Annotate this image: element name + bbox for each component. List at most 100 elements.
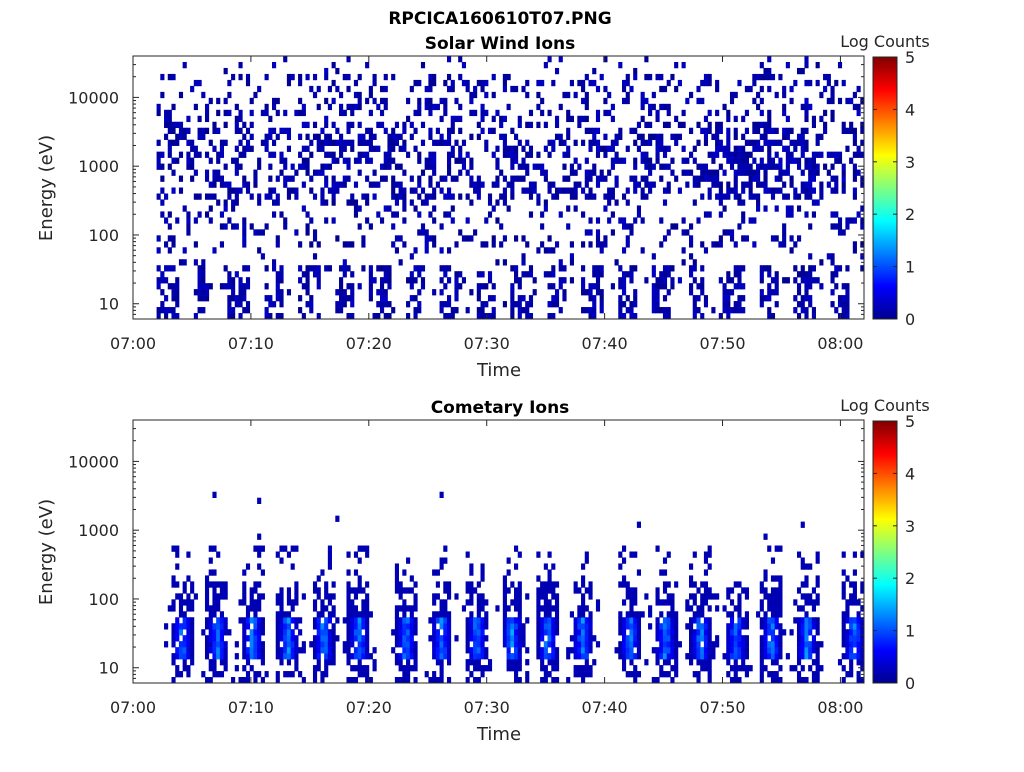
heatmap-cell (502, 605, 507, 612)
heatmap-cell (778, 73, 783, 81)
heatmap-cell (446, 659, 452, 666)
heatmap-cell (320, 163, 325, 170)
heatmap-cell (439, 247, 444, 254)
heatmap-cell (584, 157, 589, 164)
heatmap-cell (164, 313, 169, 320)
heatmap-cell (670, 73, 675, 81)
heatmap-cell (402, 641, 407, 648)
heatmap-cell (398, 617, 403, 624)
heatmap-cell (547, 635, 552, 642)
heatmap-cell (346, 103, 351, 111)
heatmap-cell (249, 593, 254, 600)
heatmap-cell (625, 199, 630, 206)
heatmap-cell (257, 533, 262, 540)
heatmap-cell (729, 647, 735, 654)
heatmap-cell (819, 283, 824, 290)
heatmap-cell (856, 169, 861, 176)
heatmap-cell (566, 151, 571, 158)
heatmap-cell (465, 629, 470, 636)
heatmap-cell (417, 229, 422, 236)
heatmap-cell (625, 145, 630, 152)
heatmap-cell (320, 139, 325, 146)
heatmap-cell (171, 575, 176, 582)
heatmap-cell (156, 103, 161, 111)
heatmap-cell (618, 647, 623, 654)
heatmap-cell (767, 593, 772, 600)
heatmap-cell (324, 151, 329, 158)
heatmap-cell (662, 635, 668, 642)
heatmap-cell (398, 641, 403, 648)
heatmap-cell (487, 271, 493, 278)
heatmap-cell (178, 133, 184, 140)
heatmap-cell (770, 593, 776, 600)
y-tick-label: 1000 (78, 157, 119, 176)
heatmap-cell (409, 283, 414, 290)
heatmap-cell (480, 623, 485, 630)
heatmap-cell (841, 187, 846, 194)
heatmap-cell (465, 551, 470, 558)
heatmap-cell (350, 241, 355, 248)
heatmap-cell (662, 653, 668, 660)
heatmap-cell (796, 139, 802, 146)
heatmap-cell (316, 313, 321, 320)
heatmap-cell (420, 187, 426, 194)
heatmap-cell (309, 151, 314, 158)
heatmap-cell (223, 283, 228, 290)
heatmap-cell (443, 629, 448, 636)
heatmap-cell (212, 569, 217, 576)
heatmap-cell (406, 605, 411, 612)
heatmap-cell (275, 109, 280, 117)
heatmap-cell (700, 169, 705, 176)
heatmap-cell (346, 647, 351, 654)
heatmap-cell (175, 563, 180, 570)
heatmap-cell (301, 647, 306, 654)
heatmap-cell (514, 151, 519, 158)
heatmap-cell (186, 223, 191, 230)
heatmap-cell (275, 199, 280, 206)
heatmap-cell (525, 313, 530, 320)
heatmap-cell (324, 605, 329, 612)
heatmap-cell (376, 211, 381, 218)
heatmap-cell (480, 85, 485, 93)
heatmap-cell (770, 611, 776, 618)
heatmap-cell (491, 115, 496, 123)
heatmap-cell (279, 151, 284, 158)
heatmap-cell (517, 605, 522, 612)
heatmap-cell (804, 617, 809, 624)
heatmap-cell (223, 617, 228, 624)
heatmap-cell (324, 199, 329, 206)
heatmap-cell (335, 617, 340, 624)
heatmap-cell (774, 163, 779, 170)
heatmap-cell (164, 241, 169, 248)
heatmap-cell (260, 569, 265, 576)
heatmap-cell (461, 79, 467, 87)
heatmap-cell (547, 575, 552, 582)
heatmap-cell (204, 109, 210, 117)
heatmap-cell (651, 295, 656, 302)
heatmap-cell (696, 641, 701, 648)
heatmap-cell (703, 581, 709, 588)
heatmap-cell (767, 67, 772, 75)
heatmap-cell (379, 277, 385, 284)
heatmap-cell (387, 133, 392, 140)
heatmap-cell (324, 217, 329, 224)
heatmap-cell (741, 587, 746, 594)
heatmap-cell (834, 283, 839, 290)
heatmap-cell (212, 545, 217, 552)
heatmap-cell (577, 635, 582, 642)
heatmap-cell (290, 641, 295, 648)
heatmap-cell (432, 193, 437, 200)
heatmap-cell (424, 247, 429, 254)
heatmap-cell (547, 551, 552, 558)
heatmap-cell (480, 629, 485, 636)
heatmap-cell (499, 121, 504, 129)
heatmap-cell (562, 91, 567, 99)
heatmap-cell (707, 193, 712, 200)
heatmap-cell (796, 587, 802, 594)
heatmap-cell (528, 313, 534, 320)
heatmap-cell (253, 587, 258, 594)
heatmap-cell (331, 581, 336, 588)
heatmap-cell (566, 133, 571, 140)
heatmap-cell (204, 289, 210, 296)
heatmap-cell (841, 163, 846, 170)
